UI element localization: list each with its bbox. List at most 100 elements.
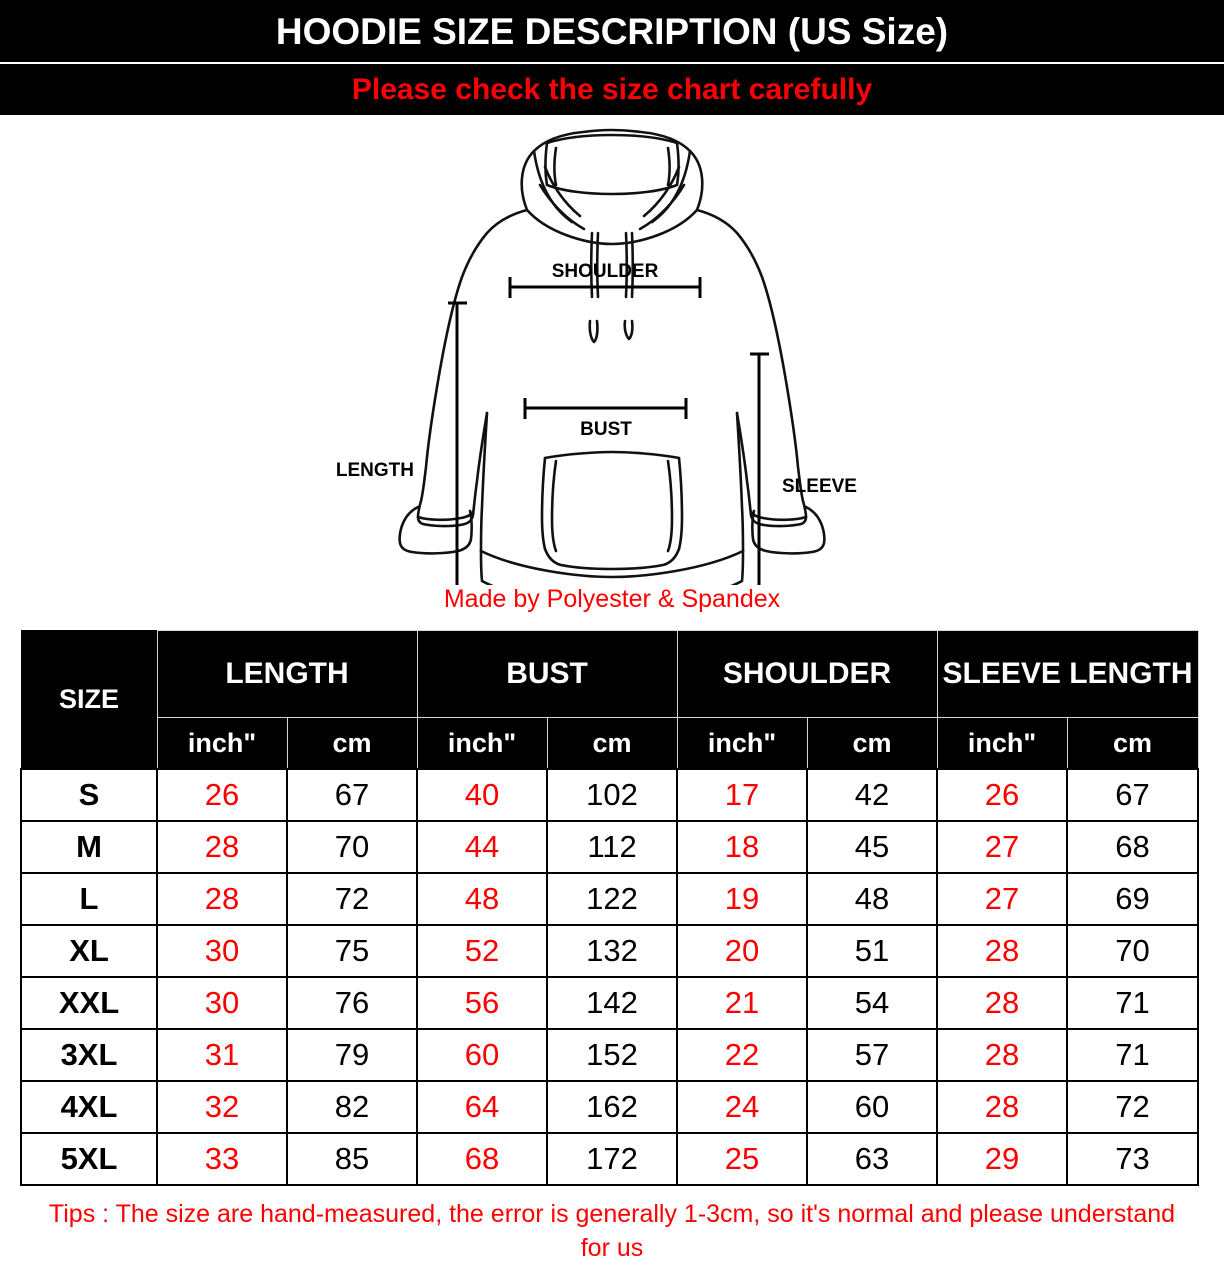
table-row: 3XL 31 79 60 152 22 57 28 71 xyxy=(20,1028,1200,1082)
cell-shoulder-in: 25 xyxy=(676,1132,809,1186)
hoodie-diagram: SHOULDER BUST LENGTH SLEEVE xyxy=(0,115,1224,585)
cell-sleeve-cm: 69 xyxy=(1066,872,1200,926)
cell-length-cm: 70 xyxy=(285,820,419,874)
cell-shoulder-cm: 51 xyxy=(806,924,939,978)
row-size-label: M xyxy=(20,820,158,874)
cell-bust-in: 44 xyxy=(416,820,549,874)
cell-bust-in: 40 xyxy=(416,768,549,822)
cell-bust-in: 56 xyxy=(416,976,549,1030)
cell-sleeve-cm: 70 xyxy=(1066,924,1200,978)
cell-bust-cm: 142 xyxy=(546,976,679,1030)
cell-sleeve-cm: 71 xyxy=(1066,1028,1200,1082)
column-header-sleeve-length: SLEEVE LENGTH xyxy=(936,630,1199,718)
cell-shoulder-cm: 54 xyxy=(806,976,939,1030)
cell-shoulder-in: 24 xyxy=(676,1080,809,1134)
cell-shoulder-in: 21 xyxy=(676,976,809,1030)
table-row: 5XL 33 85 68 172 25 63 29 73 xyxy=(20,1132,1200,1186)
cell-sleeve-in: 28 xyxy=(936,1080,1069,1134)
hoodie-diagram-svg: SHOULDER BUST LENGTH SLEEVE xyxy=(336,128,857,585)
shoulder-label: SHOULDER xyxy=(552,261,659,282)
unit-header-length-cm: cm xyxy=(286,717,418,770)
cell-bust-in: 64 xyxy=(416,1080,549,1134)
cell-length-in: 33 xyxy=(156,1132,288,1186)
bust-label: BUST xyxy=(580,419,632,440)
row-size-label: S xyxy=(20,768,158,822)
cell-sleeve-in: 27 xyxy=(936,820,1069,874)
cell-sleeve-cm: 67 xyxy=(1066,768,1200,822)
cell-shoulder-cm: 48 xyxy=(806,872,939,926)
sleeve-label: SLEEVE xyxy=(782,476,857,497)
cell-length-in: 28 xyxy=(156,820,288,874)
column-header-shoulder: SHOULDER xyxy=(676,630,938,718)
cell-length-in: 30 xyxy=(156,924,288,978)
material-note: Made by Polyester & Spandex xyxy=(443,585,781,613)
cell-shoulder-cm: 60 xyxy=(806,1080,939,1134)
table-head-unit-row: inch" cm inch" cm inch" cm inch" cm xyxy=(21,717,1199,770)
column-header-size: SIZE xyxy=(20,630,158,770)
cell-sleeve-in: 29 xyxy=(936,1132,1069,1186)
unit-header-shoulder-inch: inch" xyxy=(676,717,808,770)
unit-header-bust-cm: cm xyxy=(546,717,678,770)
row-size-label: 3XL xyxy=(20,1028,158,1082)
cell-bust-in: 48 xyxy=(416,872,549,926)
cell-shoulder-in: 19 xyxy=(676,872,809,926)
row-size-label: 4XL xyxy=(20,1080,158,1134)
cell-length-in: 30 xyxy=(156,976,288,1030)
row-size-label: XXL xyxy=(20,976,158,1030)
cell-shoulder-cm: 45 xyxy=(806,820,939,874)
cell-sleeve-in: 28 xyxy=(936,924,1069,978)
cell-bust-cm: 152 xyxy=(546,1028,679,1082)
cell-bust-cm: 112 xyxy=(546,820,679,874)
header-subtitle-band: Please check the size chart carefully xyxy=(0,62,1224,115)
table-body: S 26 67 40 102 17 42 26 67 M 28 70 44 112 18 45 27 68 L 28 7… xyxy=(20,768,1200,1186)
column-header-bust: BUST xyxy=(416,630,678,718)
table-head: SIZE LENGTH BUST SHOULDER SLEEVE LENGTH … xyxy=(20,630,1199,770)
cell-length-cm: 85 xyxy=(285,1132,419,1186)
cell-bust-in: 68 xyxy=(416,1132,549,1186)
cell-length-cm: 72 xyxy=(285,872,419,926)
cell-sleeve-cm: 72 xyxy=(1066,1080,1200,1134)
size-table-container: SIZE LENGTH BUST SHOULDER SLEEVE LENGTH … xyxy=(0,630,1224,1186)
cell-bust-cm: 162 xyxy=(546,1080,679,1134)
cell-sleeve-cm: 73 xyxy=(1066,1132,1200,1186)
header-title-band: HOODIE SIZE DESCRIPTION (US Size) xyxy=(0,0,1224,62)
cell-sleeve-in: 27 xyxy=(936,872,1069,926)
row-size-label: 5XL xyxy=(20,1132,158,1186)
cell-sleeve-cm: 68 xyxy=(1066,820,1200,874)
cell-shoulder-cm: 63 xyxy=(806,1132,939,1186)
cell-length-cm: 79 xyxy=(285,1028,419,1082)
cell-length-in: 31 xyxy=(156,1028,288,1082)
cell-length-cm: 82 xyxy=(285,1080,419,1134)
cell-sleeve-in: 28 xyxy=(936,1028,1069,1082)
cell-length-cm: 75 xyxy=(285,924,419,978)
cell-bust-cm: 122 xyxy=(546,872,679,926)
cell-length-in: 32 xyxy=(156,1080,288,1134)
unit-header-length-inch: inch" xyxy=(156,717,288,770)
cell-shoulder-in: 20 xyxy=(676,924,809,978)
page-title: HOODIE SIZE DESCRIPTION (US Size) xyxy=(275,10,949,52)
table-row: L 28 72 48 122 19 48 27 69 xyxy=(20,872,1200,926)
cell-sleeve-cm: 71 xyxy=(1066,976,1200,1030)
column-header-length: LENGTH xyxy=(156,630,418,718)
unit-header-shoulder-cm: cm xyxy=(806,717,938,770)
cell-shoulder-in: 22 xyxy=(676,1028,809,1082)
cell-length-in: 26 xyxy=(156,768,288,822)
row-size-label: XL xyxy=(20,924,158,978)
tips-line-2: understand for us xyxy=(580,1200,1176,1262)
table-row: XL 30 75 52 132 20 51 28 70 xyxy=(20,924,1200,978)
page-subtitle: Please check the size chart carefully xyxy=(351,72,873,106)
cell-shoulder-cm: 42 xyxy=(806,768,939,822)
table-row: XXL 30 76 56 142 21 54 28 71 xyxy=(20,976,1200,1030)
cell-sleeve-in: 26 xyxy=(936,768,1069,822)
cell-length-in: 28 xyxy=(156,872,288,926)
table-head-group-row: SIZE LENGTH BUST SHOULDER SLEEVE LENGTH xyxy=(20,630,1199,770)
row-size-label: L xyxy=(20,872,158,926)
unit-header-sleeve-cm: cm xyxy=(1066,717,1199,770)
cell-bust-cm: 102 xyxy=(546,768,679,822)
length-label: LENGTH xyxy=(336,460,414,481)
cell-shoulder-cm: 57 xyxy=(806,1028,939,1082)
table-row: 4XL 32 82 64 162 24 60 28 72 xyxy=(20,1080,1200,1134)
cell-shoulder-in: 17 xyxy=(676,768,809,822)
table-row: M 28 70 44 112 18 45 27 68 xyxy=(20,820,1200,874)
table-row: S 26 67 40 102 17 42 26 67 xyxy=(20,768,1200,822)
